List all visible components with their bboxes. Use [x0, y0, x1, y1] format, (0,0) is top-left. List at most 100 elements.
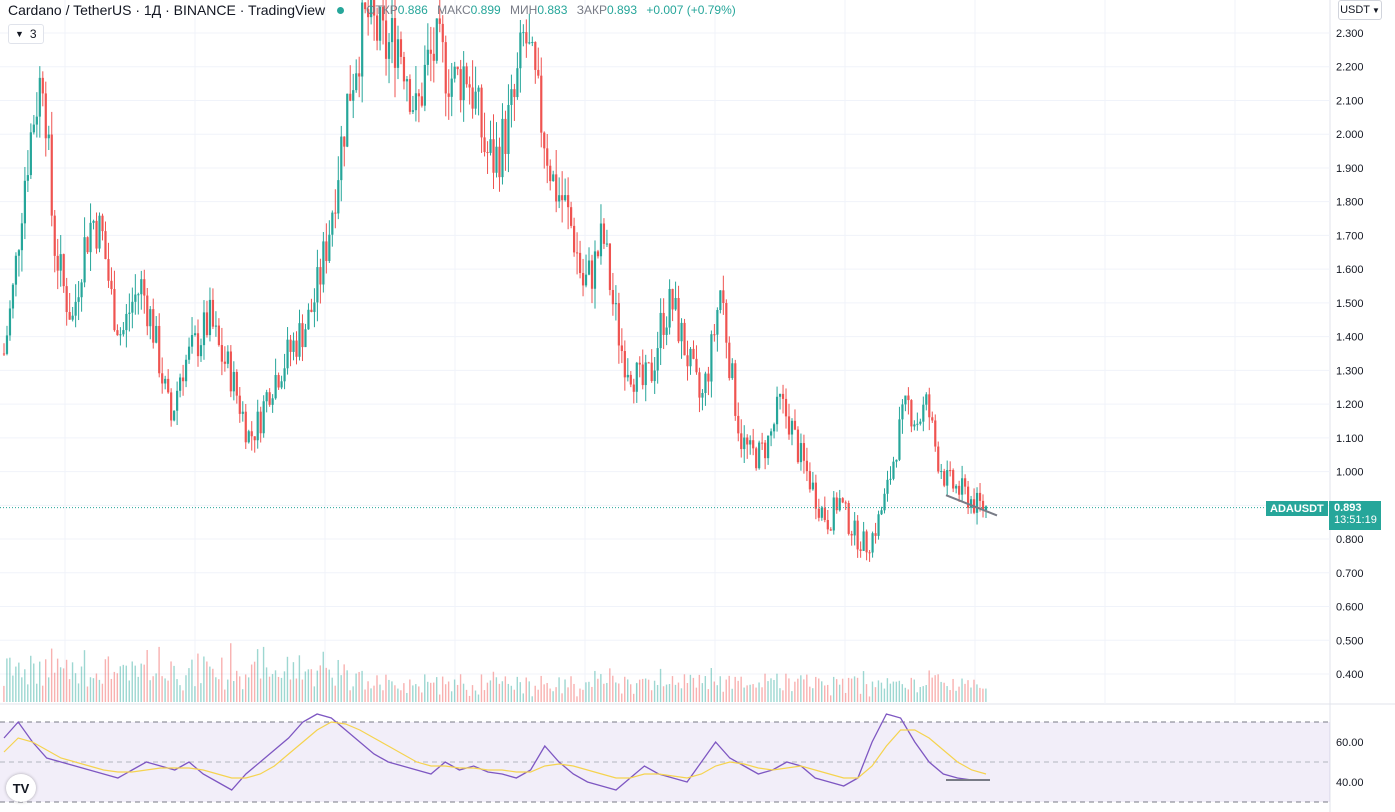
volume-bar [850, 678, 853, 702]
volume-bar [540, 675, 542, 702]
volume-bar [227, 679, 229, 702]
y-tick-label: 0.700 [1336, 568, 1364, 580]
volume-bar [677, 682, 680, 702]
volume-bar [343, 664, 345, 702]
candle-body [844, 502, 847, 504]
volume-bar [895, 681, 898, 702]
volume-bar [773, 679, 775, 702]
volume-bar [695, 687, 698, 702]
volume-bar [280, 677, 283, 702]
candle-body [143, 279, 146, 296]
candle-body [471, 87, 474, 109]
candle-body [92, 220, 95, 223]
currency-select[interactable]: USDT ▼ [1338, 0, 1382, 20]
volume-bar [564, 679, 566, 702]
candle-body [969, 499, 973, 508]
candle-body [331, 212, 334, 235]
volume-bar [447, 681, 450, 702]
candle-body [534, 42, 537, 70]
candle-body [280, 381, 283, 388]
candle-body [164, 378, 167, 384]
volume-bar [397, 688, 399, 702]
volume-bar [632, 693, 635, 702]
volume-bar [761, 687, 763, 702]
volume-bar [197, 653, 199, 702]
candle-body [250, 431, 253, 437]
volume-bar [376, 675, 378, 702]
volume-bar [170, 661, 172, 702]
volume-bar [961, 678, 963, 702]
candle-body [820, 507, 823, 518]
volume-bar [955, 690, 957, 702]
candle-body [552, 174, 555, 182]
candle-body [238, 395, 241, 414]
candle-body [334, 212, 337, 214]
candle-body [223, 361, 226, 364]
candle-body [480, 87, 483, 138]
candle-body [11, 284, 15, 309]
candle-body [125, 313, 128, 331]
volume-bar [128, 680, 130, 702]
candle-body [196, 333, 200, 357]
candle-body [859, 549, 862, 551]
volume-bar [427, 681, 429, 702]
volume-bar [143, 664, 145, 702]
tradingview-logo[interactable]: TV [6, 774, 36, 802]
volume-bar [218, 679, 220, 702]
volume-bar [886, 678, 889, 702]
candle-body [707, 373, 710, 382]
candle-body [411, 110, 415, 112]
candle-body [892, 461, 895, 479]
candle-body [152, 309, 155, 343]
volume-bar [265, 667, 268, 702]
currency-label: USDT [1340, 4, 1371, 16]
volume-bar [880, 682, 883, 702]
candle-body [205, 312, 209, 336]
volume-bar [537, 689, 539, 702]
candle-body [835, 497, 838, 511]
volume-bar [689, 674, 692, 702]
volume-bar [24, 669, 26, 702]
candle-body [137, 294, 140, 296]
candle-body [381, 6, 385, 21]
volume-bar [603, 683, 605, 702]
volume-bar [522, 693, 524, 702]
candle-body [155, 325, 158, 343]
volume-bar [800, 675, 802, 702]
symbol-title: Cardano / TetherUS · 1Д · BINANCE · Trad… [8, 2, 326, 18]
volume-bar [829, 695, 832, 702]
volume-bar [268, 676, 271, 702]
candle-body [77, 297, 80, 302]
candle-body [546, 148, 549, 166]
candle-body [426, 49, 429, 65]
volume-bar [68, 679, 71, 702]
candle-body [89, 222, 92, 253]
volume-bar [71, 662, 74, 702]
candle-body [758, 442, 761, 469]
volume-bar [543, 684, 545, 702]
candle-body [119, 334, 122, 336]
candle-body [307, 309, 310, 330]
volume-bar [743, 687, 745, 702]
candle-body [734, 363, 737, 416]
volume-bar [573, 683, 575, 702]
volume-bar [582, 689, 584, 702]
indicators-toggle-button[interactable]: ▼ 3 [8, 24, 44, 44]
candle-body [62, 254, 65, 287]
volume-bar [722, 691, 724, 702]
candle-body [474, 91, 477, 109]
y-tick-label: 0.400 [1336, 669, 1364, 681]
candle-body [629, 374, 632, 385]
volume-bar [832, 676, 835, 702]
volume-bar [964, 683, 966, 702]
volume-bar [647, 679, 650, 702]
volume-bar [746, 685, 748, 702]
volume-bar [200, 683, 202, 702]
volume-bar [662, 686, 665, 702]
volume-bar [215, 677, 217, 702]
candle-body [528, 42, 531, 44]
volume-bar [755, 687, 757, 702]
volume-bar [352, 686, 354, 702]
candle-body [187, 346, 191, 360]
